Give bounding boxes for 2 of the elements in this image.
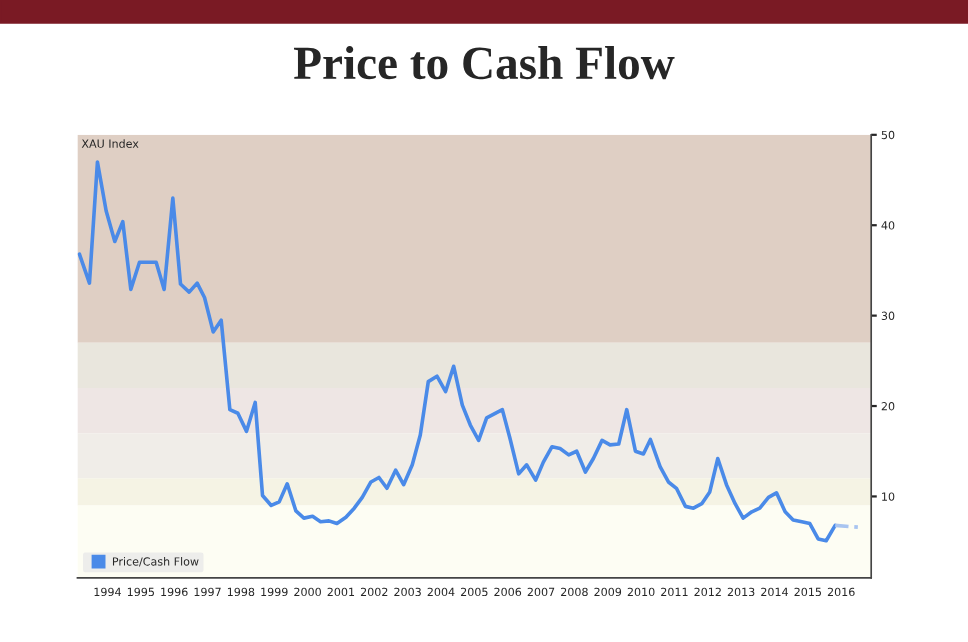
line-series: [77, 160, 837, 543]
chart-title: Price to Cash Flow: [293, 46, 675, 80]
